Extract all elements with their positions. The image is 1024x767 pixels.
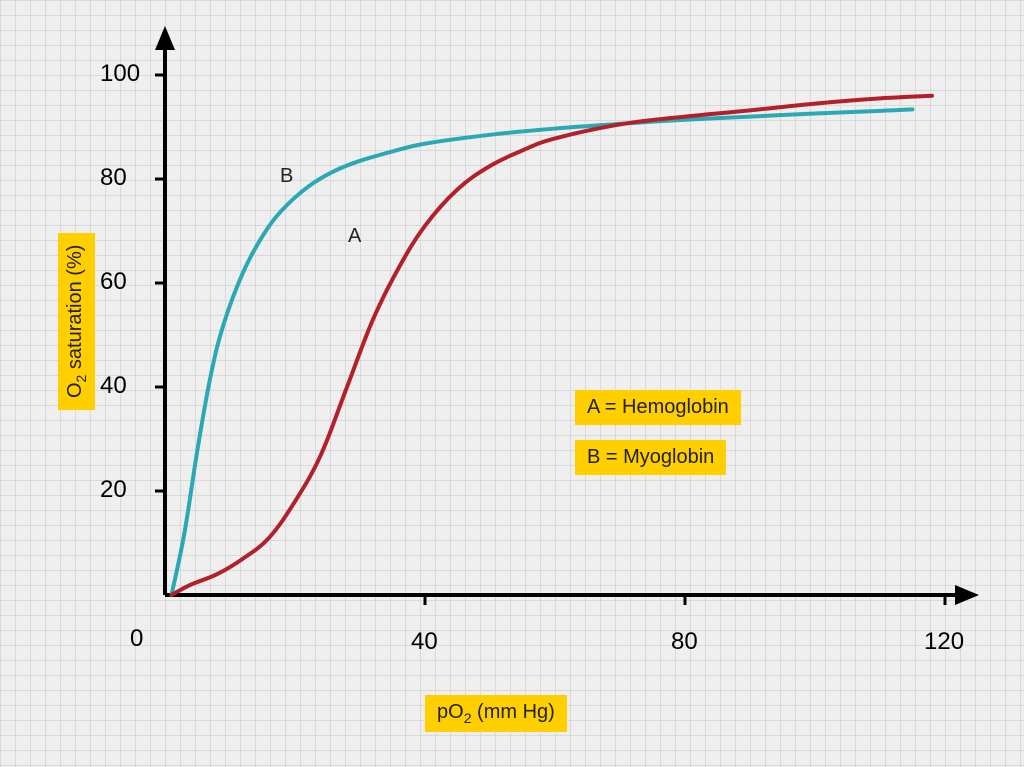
y-tick-label: 80: [100, 164, 127, 192]
origin-tick-label: 0: [130, 625, 143, 653]
legend-item-b: B = Myoglobin: [575, 440, 726, 475]
x-axis-label: pO2 (mm Hg): [425, 695, 567, 732]
curve-label-b: B: [280, 165, 293, 188]
y-tick-label: 20: [100, 476, 127, 504]
y-tick-label: 60: [100, 268, 127, 296]
curve-label-a: A: [348, 225, 361, 248]
y-tick-label: 100: [100, 60, 140, 88]
x-tick-label: 120: [924, 628, 964, 656]
y-axis-label: O2 saturation (%): [58, 233, 95, 410]
legend-item-a: A = Hemoglobin: [575, 390, 741, 425]
chart-svg: [0, 0, 1024, 767]
x-tick-label: 80: [671, 628, 698, 656]
y-tick-label: 40: [100, 372, 127, 400]
x-tick-label: 40: [411, 628, 438, 656]
